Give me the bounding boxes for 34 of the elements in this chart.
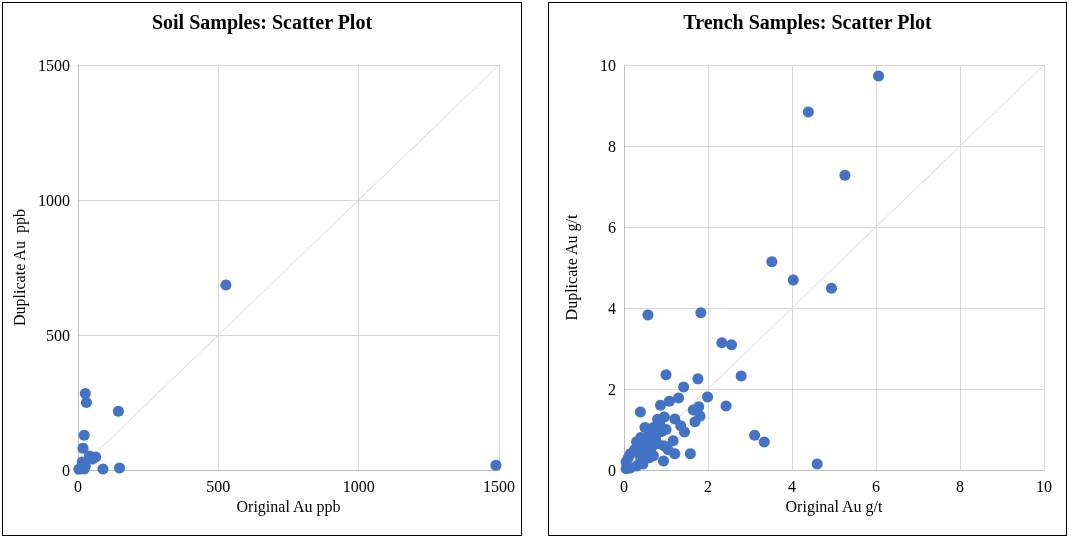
point (78, 429, 90, 441)
point (490, 459, 502, 471)
y-tick-label: 1500 (38, 56, 70, 74)
y-axis-title: Duplicate Au g/t (562, 214, 581, 321)
y-tick-label: 8 (608, 137, 616, 155)
chart-title: Soil Samples: Scatter Plot (151, 11, 373, 34)
chart-title: Trench Samples: Scatter Plot (683, 11, 932, 34)
y-tick-label: 2 (608, 380, 616, 398)
y-tick-label: 10 (600, 56, 616, 74)
point (80, 397, 92, 408)
x-tick-label: 1000 (342, 477, 375, 495)
y-tick-label: 1000 (38, 191, 70, 209)
point (97, 463, 109, 475)
point (77, 442, 89, 454)
point (112, 405, 124, 417)
point (114, 462, 126, 474)
y-tick-label: 0 (608, 461, 616, 479)
y-tick-label: 500 (46, 326, 70, 344)
x-tick-label: 0 (74, 477, 82, 495)
x-tick-label: 4 (788, 477, 796, 495)
point (220, 279, 232, 291)
x-tick-label: 2 (704, 477, 712, 495)
y-tick-label: 6 (608, 218, 616, 236)
x-tick-label: 10 (1036, 477, 1052, 495)
y-tick-label: 4 (608, 299, 616, 317)
x-tick-label: 1500 (483, 477, 515, 495)
y-tick-label: 0 (62, 461, 70, 479)
x-tick-label: 500 (206, 477, 231, 495)
x-tick-label: 0 (620, 477, 628, 495)
x-axis-title: Original Au ppb (236, 498, 341, 517)
x-axis-title: Original Au g/t (785, 498, 883, 517)
x-tick-label: 6 (872, 477, 880, 495)
y-axis-title: Duplicate Au ppb (10, 209, 29, 326)
x-tick-label: 8 (956, 477, 964, 495)
